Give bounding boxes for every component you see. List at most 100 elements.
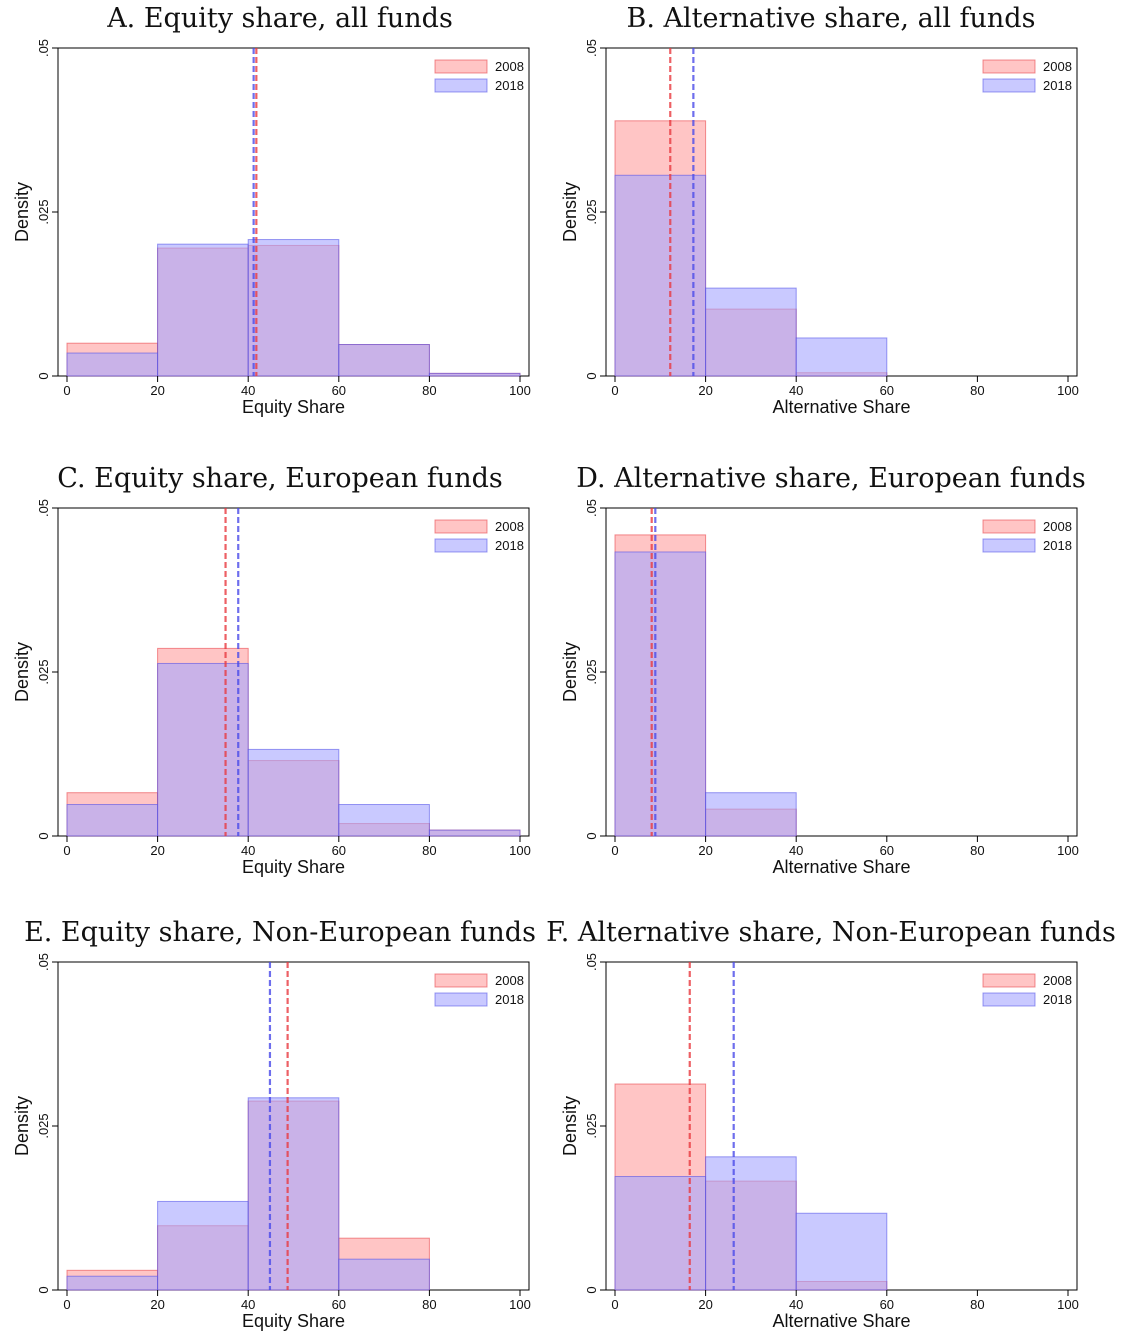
legend-label-2008: 2008 <box>1043 519 1072 534</box>
y-axis-label: Density <box>560 642 580 702</box>
x-tick-label: 80 <box>422 1297 436 1312</box>
x-tick-label: 40 <box>789 843 803 858</box>
panel-title: F. Alternative share, Non-European funds <box>546 917 1116 948</box>
panel-c: C. Equity share, European funds 0 20 40 60 80… <box>12 463 531 877</box>
y-tick-label: .025 <box>584 1113 599 1138</box>
bar-2018-bin-4 <box>428 372 521 377</box>
bar-2018-bin-4 <box>428 829 521 837</box>
bar-2018-bin-1 <box>157 243 249 377</box>
legend-label-2018: 2018 <box>495 992 524 1007</box>
y-tick-label: 0 <box>36 832 51 839</box>
legend-label-2018: 2018 <box>495 538 524 553</box>
x-tick-label: 100 <box>1057 1297 1079 1312</box>
y-tick-label: 0 <box>36 372 51 379</box>
x-tick-label: 60 <box>880 383 894 398</box>
legend-label-2008: 2008 <box>495 973 524 988</box>
x-tick-label: 80 <box>422 383 436 398</box>
legend-swatch-2018 <box>982 78 1036 93</box>
y-tick-label: .025 <box>36 1113 51 1138</box>
x-tick-label: 100 <box>509 1297 531 1312</box>
x-tick-label: 100 <box>509 383 531 398</box>
x-axis-label: Equity Share <box>242 857 345 877</box>
x-tick-label: 60 <box>332 1297 346 1312</box>
x-tick-label: 40 <box>241 1297 255 1312</box>
x-tick-label: 60 <box>880 843 894 858</box>
bar-2018-bin-1 <box>705 287 797 377</box>
bar-2018-bin-1 <box>705 1156 797 1291</box>
x-tick-label: 80 <box>422 843 436 858</box>
x-tick-label: 20 <box>698 383 712 398</box>
bar-2018-bin-0 <box>66 352 159 377</box>
y-tick-label: .05 <box>36 499 51 517</box>
x-tick-label: 0 <box>63 383 70 398</box>
legend-swatch-2008 <box>434 519 488 534</box>
legend-swatch-2018 <box>434 78 488 93</box>
y-axis-label: Density <box>560 182 580 242</box>
x-tick-label: 20 <box>150 1297 164 1312</box>
legend-label-2008: 2008 <box>1043 59 1072 74</box>
x-tick-label: 0 <box>611 1297 618 1312</box>
y-tick-label: .05 <box>36 39 51 57</box>
x-tick-label: 20 <box>150 843 164 858</box>
y-axis-label: Density <box>12 642 32 702</box>
x-tick-label: 0 <box>63 1297 70 1312</box>
x-tick-label: 40 <box>241 843 255 858</box>
x-tick-label: 0 <box>63 843 70 858</box>
x-axis-label: Alternative Share <box>772 1311 910 1331</box>
panel-title: B. Alternative share, all funds <box>627 3 1036 34</box>
x-tick-label: 80 <box>970 843 984 858</box>
legend-label-2008: 2008 <box>495 519 524 534</box>
y-tick-label: 0 <box>584 832 599 839</box>
bar-2018-bin-1 <box>157 1200 249 1291</box>
y-tick-label: .025 <box>36 199 51 224</box>
x-tick-label: 40 <box>789 383 803 398</box>
bar-2018-bin-0 <box>614 551 707 837</box>
y-tick-label: .05 <box>36 953 51 971</box>
x-tick-label: 80 <box>970 383 984 398</box>
y-tick-label: .025 <box>584 199 599 224</box>
bar-2018-bin-0 <box>614 1176 707 1291</box>
panel-b: B. Alternative share, all funds 0 20 40 60 80… <box>560 3 1079 417</box>
x-tick-label: 0 <box>611 383 618 398</box>
legend-swatch-2008 <box>982 519 1036 534</box>
panel-title: C. Equity share, European funds <box>57 463 502 494</box>
legend-label-2008: 2008 <box>1043 973 1072 988</box>
legend-swatch-2018 <box>434 538 488 553</box>
legend-label-2018: 2018 <box>1043 78 1072 93</box>
y-axis-label: Density <box>560 1096 580 1156</box>
y-tick-label: 0 <box>584 1286 599 1293</box>
legend-swatch-2018 <box>982 538 1036 553</box>
x-tick-label: 20 <box>698 1297 712 1312</box>
bar-2018-bin-2 <box>247 1097 340 1291</box>
bar-2018-bin-3 <box>338 804 430 837</box>
x-tick-label: 100 <box>509 843 531 858</box>
x-tick-label: 20 <box>698 843 712 858</box>
y-tick-label: 0 <box>36 1286 51 1293</box>
legend-label-2008: 2008 <box>495 59 524 74</box>
panel-title: D. Alternative share, European funds <box>576 463 1085 494</box>
bar-2018-bin-0 <box>614 174 707 377</box>
bar-2018-bin-2 <box>795 1212 888 1291</box>
x-tick-label: 60 <box>880 1297 894 1312</box>
x-tick-label: 40 <box>241 383 255 398</box>
bar-2018-bin-1 <box>705 792 797 837</box>
y-tick-label: .025 <box>36 659 51 684</box>
x-tick-label: 100 <box>1057 843 1079 858</box>
panel-f: F. Alternative share, Non-European funds… <box>546 917 1116 1331</box>
y-axis-label: Density <box>12 182 32 242</box>
panel-title: A. Equity share, all funds <box>106 3 453 34</box>
panel-a: A. Equity share, all funds 0 20 40 60 80 100 0.… <box>12 3 531 417</box>
bar-2018-bin-0 <box>66 804 159 837</box>
bar-2018-bin-3 <box>338 344 430 377</box>
y-tick-label: .05 <box>584 39 599 57</box>
x-axis-label: Equity Share <box>242 397 345 417</box>
x-tick-label: 40 <box>789 1297 803 1312</box>
legend-label-2018: 2018 <box>1043 538 1072 553</box>
x-tick-label: 0 <box>611 843 618 858</box>
legend-swatch-2008 <box>434 59 488 74</box>
y-tick-label: .025 <box>584 659 599 684</box>
x-tick-label: 60 <box>332 383 346 398</box>
bar-2018-bin-1 <box>157 662 249 837</box>
bar-2018-bin-2 <box>247 748 340 837</box>
